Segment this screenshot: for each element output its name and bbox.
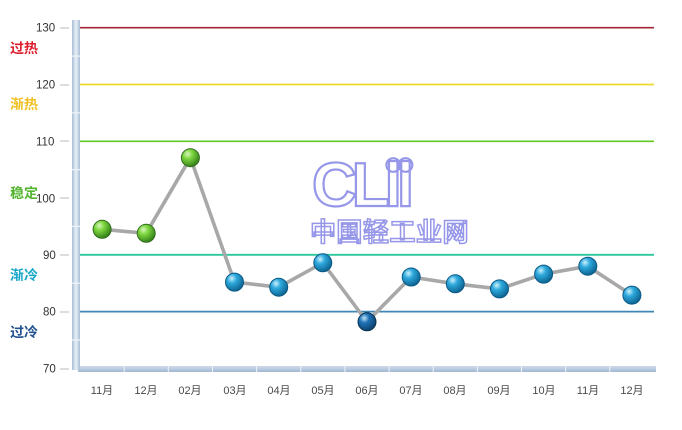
- svg-text:80: 80: [43, 307, 56, 319]
- svg-text:过冷: 过冷: [10, 322, 38, 342]
- svg-text:130: 130: [36, 23, 55, 35]
- svg-text:70: 70: [43, 364, 56, 376]
- svg-text:04月: 04月: [267, 385, 290, 397]
- svg-text:中国轻工业网: 中国轻工业网: [310, 212, 469, 249]
- svg-text:120: 120: [36, 80, 55, 92]
- svg-text:03月: 03月: [223, 385, 246, 397]
- svg-text:12月: 12月: [134, 385, 157, 397]
- svg-text:12月: 12月: [620, 385, 643, 397]
- svg-text:11月: 11月: [91, 385, 113, 397]
- svg-text:90: 90: [43, 250, 56, 262]
- svg-text:07月: 07月: [399, 385, 422, 397]
- svg-text:100: 100: [36, 194, 55, 206]
- svg-text:05月: 05月: [311, 385, 334, 397]
- svg-text:110: 110: [36, 137, 54, 149]
- svg-text:10月: 10月: [532, 385, 555, 397]
- svg-text:06月: 06月: [355, 385, 378, 397]
- svg-text:09月: 09月: [487, 385, 510, 397]
- svg-text:过热: 过热: [10, 38, 38, 58]
- svg-text:08月: 08月: [443, 385, 466, 397]
- svg-text:稳定: 稳定: [10, 183, 38, 203]
- svg-text:CLll: CLll: [312, 151, 410, 220]
- svg-text:02月: 02月: [178, 385, 201, 397]
- svg-text:11月: 11月: [577, 385, 599, 397]
- svg-text:渐冷: 渐冷: [10, 265, 38, 285]
- svg-text:渐热: 渐热: [10, 94, 38, 114]
